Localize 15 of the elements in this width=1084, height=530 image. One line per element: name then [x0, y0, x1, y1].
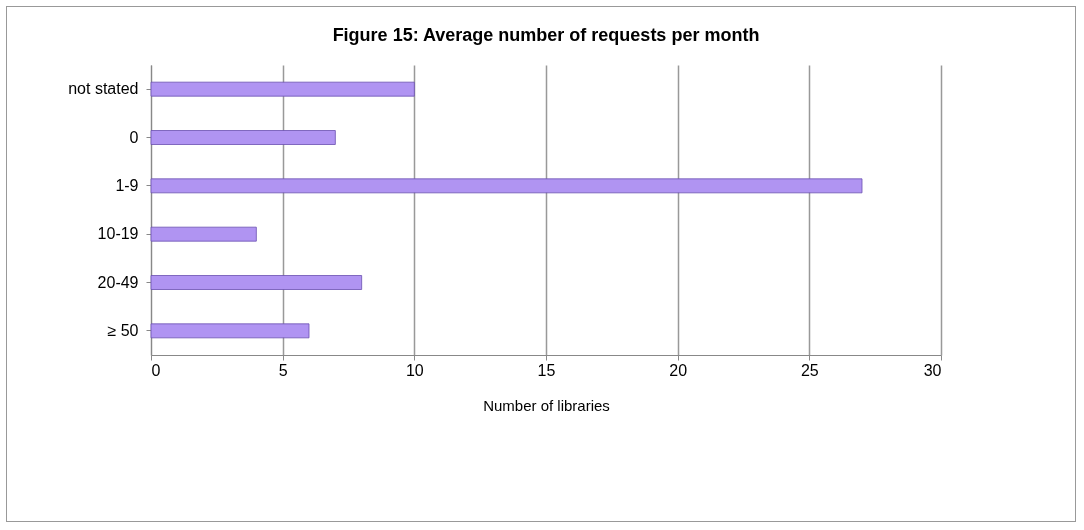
x-tick-label: 20	[669, 361, 688, 379]
y-tick-label: 1-9	[115, 176, 139, 194]
y-tick-label: 0	[129, 128, 139, 146]
y-tick-label: not stated	[68, 80, 139, 98]
y-tick-label: ≥ 50	[107, 321, 139, 339]
x-tick-label: 25	[800, 361, 819, 379]
x-tick-label: 15	[537, 361, 556, 379]
chart-title: Figure 15: Average number of requests per month	[332, 25, 760, 45]
x-tick-label: 5	[278, 361, 288, 379]
y-tick-label: 20-49	[97, 273, 139, 291]
x-axis-title: Number of libraries	[483, 396, 610, 414]
y-tick-label: 10-19	[97, 225, 139, 243]
x-tick-label: 10	[405, 361, 424, 379]
x-tick-label: 0	[151, 361, 161, 379]
x-tick-label: 30	[923, 361, 942, 379]
